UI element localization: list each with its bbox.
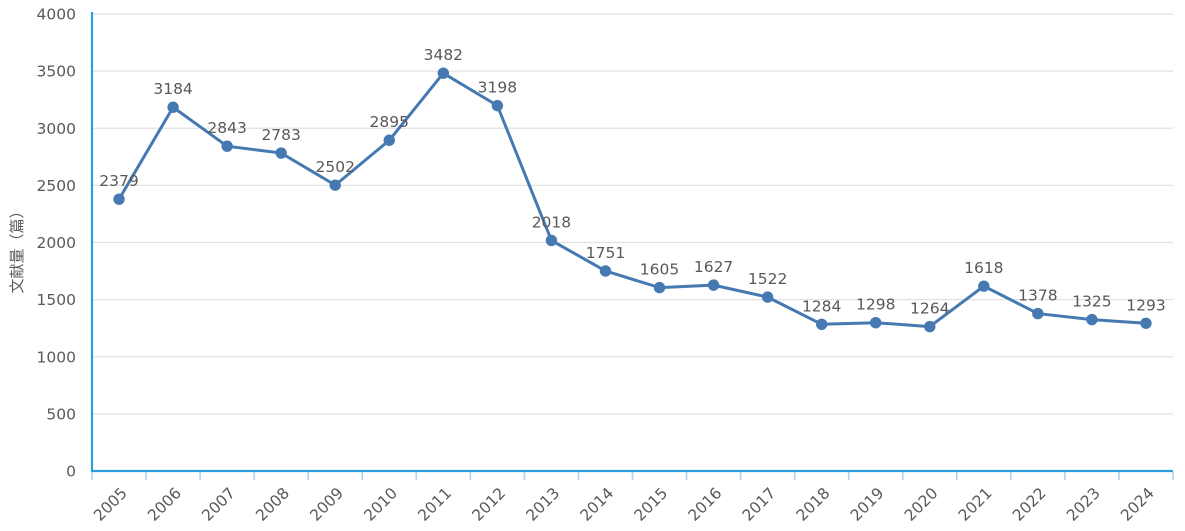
x-tick-label: 2019 — [847, 484, 888, 525]
data-point-label: 3198 — [478, 79, 517, 97]
data-point-label: 1378 — [1018, 287, 1057, 305]
x-tick-label: 2010 — [360, 484, 401, 525]
data-point-marker — [978, 280, 990, 292]
data-point-label: 1264 — [910, 300, 949, 318]
data-point-marker — [1086, 313, 1098, 326]
data-point-label: 1325 — [1072, 293, 1111, 311]
data-point-marker — [599, 265, 612, 277]
data-point-marker — [329, 179, 341, 191]
data-point-marker — [1032, 307, 1044, 320]
data-point-label: 1751 — [586, 244, 625, 262]
data-point-marker — [924, 320, 936, 333]
data-point-label: 3184 — [153, 80, 192, 98]
y-tick-label: 3000 — [37, 120, 76, 138]
x-tick-label: 2013 — [523, 484, 564, 525]
data-point-marker — [545, 234, 558, 247]
x-tick-label: 2021 — [955, 484, 996, 525]
y-tick-label: 3500 — [37, 63, 76, 81]
data-point-label: 1293 — [1126, 296, 1165, 314]
data-point-marker — [1140, 317, 1152, 329]
data-point-label: 1618 — [964, 259, 1003, 277]
data-point-label: 1284 — [802, 297, 841, 315]
data-point-marker — [113, 193, 125, 205]
y-tick-label: 0 — [66, 463, 76, 481]
data-point-label: 2895 — [370, 113, 409, 131]
y-tick-label: 2500 — [37, 177, 76, 195]
data-point-marker — [437, 67, 450, 79]
data-point-label: 3482 — [424, 46, 463, 64]
data-point-marker — [383, 134, 395, 146]
data-point-label: 2379 — [99, 172, 138, 190]
x-tick-label: 2018 — [793, 484, 834, 525]
x-tick-label: 2008 — [252, 484, 293, 525]
data-point-label: 1605 — [640, 261, 679, 279]
y-axis-title: 文献量（篇） — [8, 203, 26, 293]
x-tick-label: 2020 — [901, 484, 942, 525]
data-point-marker — [275, 147, 287, 159]
x-tick-label: 2023 — [1063, 484, 1104, 525]
data-point-marker — [761, 291, 774, 303]
data-point-label: 1298 — [856, 296, 895, 314]
y-tick-label: 2000 — [37, 234, 76, 252]
x-tick-label: 2024 — [1117, 484, 1158, 525]
x-tick-label: 2014 — [577, 484, 618, 525]
x-tick-label: 2007 — [198, 484, 239, 525]
data-point-marker — [221, 140, 233, 152]
data-point-marker — [167, 101, 179, 113]
data-point-label: 1522 — [748, 270, 787, 288]
y-tick-label: 1000 — [37, 348, 76, 366]
x-tick-label: 2006 — [144, 484, 185, 525]
data-point-label: 2018 — [532, 213, 571, 231]
x-tick-label: 2012 — [469, 484, 510, 525]
x-tick-label: 2009 — [306, 484, 347, 525]
data-point-marker — [653, 281, 666, 294]
data-point-label: 2843 — [207, 119, 246, 137]
x-tick-label: 2017 — [739, 484, 780, 525]
data-point-label: 1627 — [694, 258, 733, 276]
y-tick-label: 4000 — [37, 6, 76, 24]
y-tick-label: 500 — [46, 405, 76, 423]
data-point-marker — [815, 318, 828, 331]
series-line — [117, 71, 1148, 329]
data-point-marker — [707, 279, 720, 291]
data-point-label: 2783 — [261, 126, 300, 144]
x-tick-label: 2011 — [415, 484, 456, 525]
x-tick-label: 2016 — [685, 484, 726, 525]
data-point-label: 2502 — [315, 158, 354, 176]
data-point-marker — [870, 317, 882, 329]
x-tick-label: 2005 — [90, 484, 131, 525]
x-tick-label: 2022 — [1009, 484, 1050, 525]
data-point-marker — [491, 99, 504, 112]
y-tick-label: 1500 — [37, 291, 76, 309]
x-tick-label: 2015 — [631, 484, 672, 525]
